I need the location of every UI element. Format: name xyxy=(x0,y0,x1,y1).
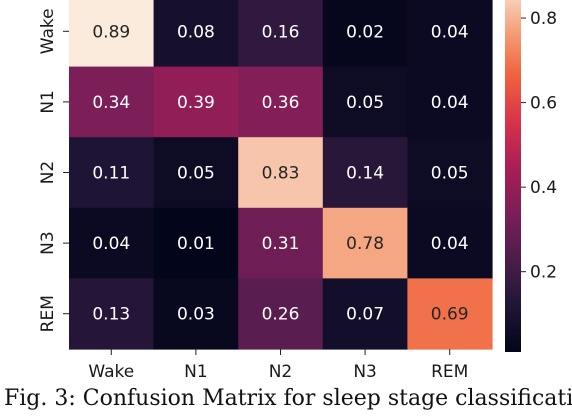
cell-value-label: 0.69 xyxy=(431,305,469,325)
cell-value-label: 0.07 xyxy=(346,305,384,325)
cell-value-label: 0.03 xyxy=(177,305,215,325)
cell-value-label: 0.26 xyxy=(262,305,300,325)
heatmap-cell xyxy=(153,66,239,138)
cell-value-label: 0.05 xyxy=(346,93,384,113)
row-tick-label: N2 xyxy=(38,161,58,185)
heatmap-cell xyxy=(153,137,239,209)
cell-value-label: 0.36 xyxy=(262,93,300,113)
heatmap-cell xyxy=(238,278,324,350)
heatmap-cell xyxy=(322,0,408,68)
heatmap-cell xyxy=(407,137,493,209)
column-tick-label: REM xyxy=(431,362,468,382)
heatmap-cell xyxy=(153,207,239,279)
heatmap-cell xyxy=(407,207,493,279)
heatmap-cell xyxy=(69,137,155,209)
heatmap-cell xyxy=(407,278,493,350)
cell-value-label: 0.89 xyxy=(92,22,130,42)
cell-value-label: 0.31 xyxy=(262,234,300,254)
heatmap-cell xyxy=(69,207,155,279)
figure-caption: Fig. 3: Confusion Matrix for sleep stage… xyxy=(4,386,572,411)
row-tick-label: REM xyxy=(38,295,58,332)
heatmap-cell xyxy=(238,137,324,209)
colorbar-tick-label: 0.4 xyxy=(530,178,557,198)
cell-value-label: 0.04 xyxy=(92,234,130,254)
heatmap-cell xyxy=(69,66,155,138)
column-tick-label: N1 xyxy=(184,362,208,382)
heatmap-cell xyxy=(69,0,155,68)
heatmap-cell xyxy=(407,66,493,138)
heatmap-cell xyxy=(69,278,155,350)
cell-value-label: 0.05 xyxy=(177,164,215,184)
heatmap-cell xyxy=(153,0,239,68)
column-tick-label: N2 xyxy=(269,362,293,382)
column-tick-label: N3 xyxy=(353,362,377,382)
cell-value-label: 0.11 xyxy=(92,164,130,184)
heatmap-cell xyxy=(322,137,408,209)
heatmap-cell xyxy=(322,66,408,138)
cell-value-label: 0.78 xyxy=(346,234,384,254)
cell-value-label: 0.02 xyxy=(346,22,384,42)
column-tick-label: Wake xyxy=(88,362,134,382)
heatmap-cell xyxy=(153,278,239,350)
row-tick-label: Wake xyxy=(38,8,58,54)
colorbar-tick-label: 0.2 xyxy=(530,263,557,283)
cell-value-label: 0.05 xyxy=(431,164,469,184)
colorbar xyxy=(505,0,521,352)
heatmap-cells: 0.89 0.08 0.16 0.02 0.04 0.34 0.39 0.36 0.05 0.04… xyxy=(69,0,493,350)
row-tick-label: N1 xyxy=(38,90,58,114)
colorbar-gradient xyxy=(505,0,521,352)
colorbar-ticks: 0.2 0.4 0.6 0.8 xyxy=(521,9,557,283)
cell-value-label: 0.14 xyxy=(346,164,384,184)
heatmap-cell xyxy=(238,66,324,138)
cell-value-label: 0.83 xyxy=(262,164,300,184)
heatmap-cell xyxy=(238,207,324,279)
cell-value-label: 0.13 xyxy=(92,305,130,325)
colorbar-tick-label: 0.6 xyxy=(530,94,557,114)
row-tick-labels: Wake N1 N2 N3 REM xyxy=(38,8,69,332)
row-tick-label: N3 xyxy=(38,231,58,255)
cell-value-label: 0.39 xyxy=(177,93,215,113)
heatmap-cell xyxy=(407,0,493,68)
cell-value-label: 0.08 xyxy=(177,22,215,42)
colorbar-tick-label: 0.8 xyxy=(530,9,557,29)
cell-value-label: 0.01 xyxy=(177,234,215,254)
heatmap-cell xyxy=(322,207,408,279)
cell-value-label: 0.04 xyxy=(431,234,469,254)
cell-value-label: 0.16 xyxy=(262,22,300,42)
cell-value-label: 0.04 xyxy=(431,93,469,113)
column-tick-labels: Wake N1 N2 N3 REM xyxy=(88,349,468,382)
heatmap-cell xyxy=(238,0,324,68)
cell-value-label: 0.04 xyxy=(431,22,469,42)
heatmap-cell xyxy=(322,278,408,350)
cell-value-label: 0.34 xyxy=(92,93,130,113)
